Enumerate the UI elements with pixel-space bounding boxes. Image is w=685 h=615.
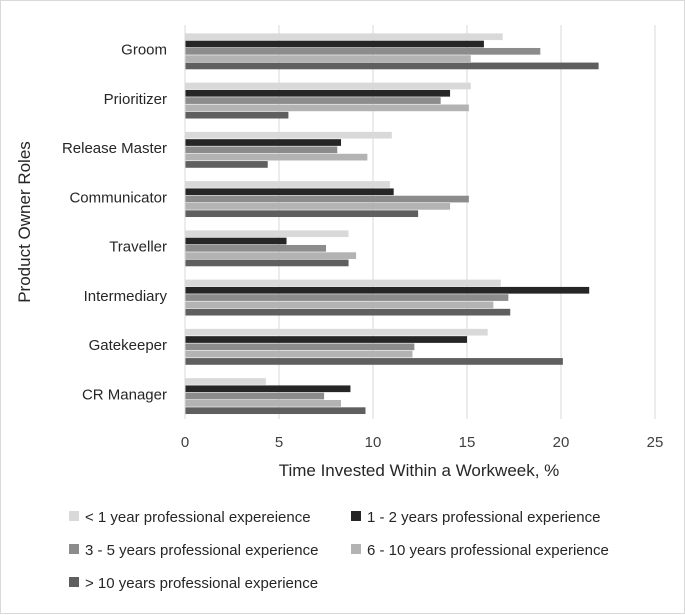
legend-swatch bbox=[351, 511, 361, 521]
category-label: Release Master bbox=[62, 140, 167, 157]
bar bbox=[185, 259, 349, 267]
legend: < 1 year professional expereience 1 - 2 y… bbox=[69, 509, 609, 592]
bar bbox=[185, 308, 511, 316]
category-label: CR Manager bbox=[82, 386, 167, 403]
bar bbox=[185, 343, 415, 351]
bar bbox=[185, 188, 394, 196]
x-tick-label: 5 bbox=[275, 434, 283, 451]
x-tick-label: 20 bbox=[553, 434, 570, 451]
bar bbox=[185, 131, 392, 139]
category-label: Groom bbox=[121, 42, 167, 59]
x-tick-label: 25 bbox=[647, 434, 664, 451]
bar bbox=[185, 301, 494, 309]
bar bbox=[185, 89, 451, 97]
bar bbox=[185, 400, 342, 407]
legend-label: 6 - 10 years professional experience bbox=[367, 542, 609, 559]
legend-swatch bbox=[69, 511, 79, 521]
category-label: Traveller bbox=[109, 239, 167, 256]
bar bbox=[185, 161, 268, 168]
bar bbox=[185, 40, 484, 48]
x-tick-label: 10 bbox=[365, 434, 382, 451]
category-label: Prioritizer bbox=[104, 91, 167, 108]
legend-label: 1 - 2 years professional experience bbox=[367, 509, 600, 526]
bar bbox=[185, 358, 563, 365]
bar bbox=[185, 195, 469, 203]
legend-label: 3 - 5 years professional experience bbox=[85, 542, 318, 559]
category-label: Gatekeeper bbox=[89, 337, 167, 354]
category-label: Intermediary bbox=[84, 288, 168, 305]
bar bbox=[185, 385, 351, 393]
x-tick-label: 15 bbox=[459, 434, 476, 451]
bar bbox=[185, 244, 326, 252]
x-tick-labels: 0 5 10 15 20 25 bbox=[181, 434, 664, 451]
bar bbox=[185, 336, 467, 343]
bar bbox=[185, 294, 509, 301]
bar bbox=[185, 111, 289, 119]
bar bbox=[185, 62, 599, 70]
bar bbox=[185, 55, 471, 62]
bar bbox=[185, 203, 451, 210]
bar bbox=[185, 146, 338, 154]
bar bbox=[185, 230, 349, 238]
bar bbox=[185, 350, 413, 358]
bar bbox=[185, 139, 342, 146]
x-tick-label: 0 bbox=[181, 434, 189, 451]
category-label: Communicator bbox=[69, 189, 167, 206]
x-axis-title: Time Invested Within a Workweek, % bbox=[279, 461, 560, 480]
bar bbox=[185, 407, 366, 415]
y-axis-title: Product Owner Roles bbox=[15, 141, 34, 303]
bar bbox=[185, 47, 541, 55]
category-labels: Groom Prioritizer Release Master Communicat… bbox=[62, 42, 168, 404]
legend-swatch bbox=[69, 577, 79, 587]
bar bbox=[185, 82, 471, 90]
bar bbox=[185, 153, 368, 161]
bar bbox=[185, 33, 503, 41]
bar bbox=[185, 104, 469, 112]
bar bbox=[185, 252, 357, 259]
bar bbox=[185, 392, 325, 400]
bar bbox=[185, 181, 390, 188]
bar bbox=[185, 210, 419, 218]
bar bbox=[185, 279, 501, 287]
bar bbox=[185, 378, 266, 385]
bar bbox=[185, 97, 441, 104]
legend-swatch bbox=[69, 544, 79, 554]
bar bbox=[185, 286, 590, 294]
bar bbox=[185, 328, 488, 336]
legend-label: < 1 year professional expereience bbox=[85, 509, 311, 526]
bar bbox=[185, 237, 287, 245]
legend-swatch bbox=[351, 544, 361, 554]
legend-label: > 10 years professional experience bbox=[85, 575, 318, 592]
bars bbox=[185, 33, 599, 415]
